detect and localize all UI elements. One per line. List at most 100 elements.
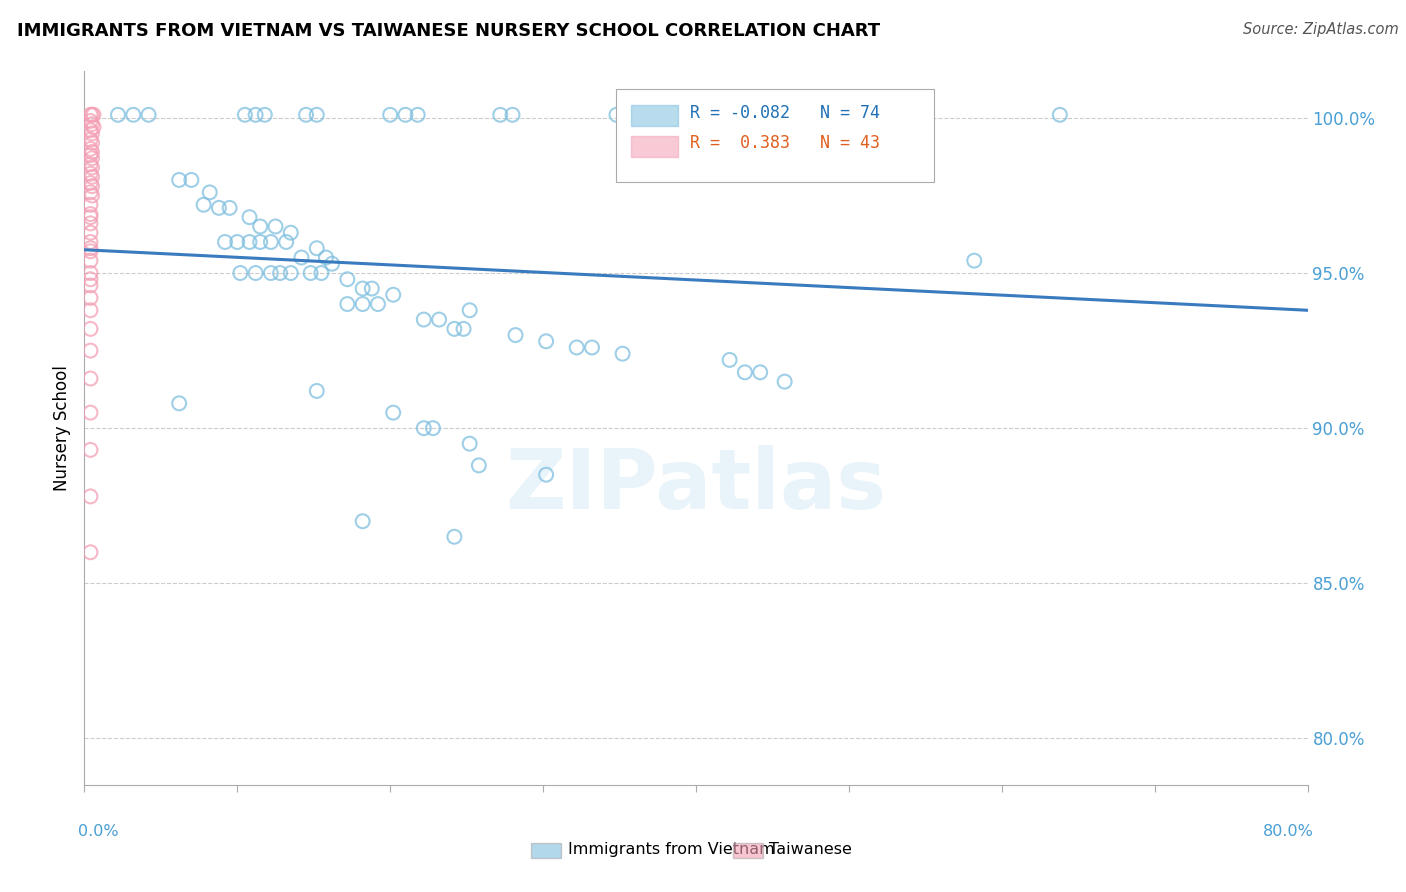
Point [79,114,101,128]
Point [443,530,465,544]
Point [489,108,512,122]
Point [468,458,491,473]
Point [226,235,249,249]
Point [233,108,256,122]
Point [249,235,271,249]
Point [107,108,129,122]
Point [749,365,772,379]
Text: IMMIGRANTS FROM VIETNAM VS TAIWANESE NURSERY SCHOOL CORRELATION CHART: IMMIGRANTS FROM VIETNAM VS TAIWANESE NUR… [17,22,880,40]
Point [394,108,416,122]
Point [360,281,382,295]
Point [79,490,101,504]
Point [734,365,756,379]
Point [336,297,359,311]
Point [280,266,302,280]
Point [382,406,405,420]
Point [290,251,312,265]
Point [280,226,302,240]
Point [620,108,643,122]
Text: R = -0.082   N = 74: R = -0.082 N = 74 [690,103,880,121]
Point [79,371,101,385]
Point [79,226,101,240]
FancyBboxPatch shape [733,843,763,858]
Point [238,235,260,249]
FancyBboxPatch shape [616,89,935,182]
FancyBboxPatch shape [531,843,561,858]
Point [79,266,101,280]
Point [79,207,101,221]
Point [963,253,986,268]
Point [79,303,101,318]
FancyBboxPatch shape [631,105,678,127]
Point [80,179,103,194]
Point [253,108,276,122]
Point [229,266,252,280]
Point [406,108,429,122]
Point [79,123,101,137]
Point [534,334,557,349]
Point [773,375,796,389]
Point [315,251,337,265]
Point [79,406,101,420]
Point [299,266,322,280]
Text: Taiwanese: Taiwanese [769,842,852,856]
Point [83,108,105,122]
Point [276,235,298,249]
Point [80,145,103,159]
FancyBboxPatch shape [631,136,678,157]
Point [80,169,103,184]
Point [83,120,105,135]
Point [79,235,101,249]
Point [79,108,101,122]
Text: R =  0.383   N = 43: R = 0.383 N = 43 [690,135,880,153]
Point [79,148,101,162]
Point [380,108,402,122]
Point [269,266,291,280]
Point [581,341,603,355]
Point [79,241,101,255]
Point [412,421,434,435]
Point [208,201,231,215]
Text: Source: ZipAtlas.com: Source: ZipAtlas.com [1243,22,1399,37]
Text: 0.0%: 0.0% [79,824,120,839]
Point [458,303,481,318]
Point [505,328,527,343]
Point [305,384,328,398]
Point [260,266,283,280]
Point [79,216,101,230]
Point [245,108,267,122]
Point [214,235,236,249]
Point [412,312,434,326]
Point [167,173,190,187]
Point [80,117,103,131]
Point [79,210,101,224]
Point [79,198,101,212]
Point [180,173,202,187]
Point [565,341,588,355]
Point [245,266,267,280]
Point [311,266,333,280]
Text: ZIPatlas: ZIPatlas [506,445,886,525]
Point [238,210,260,224]
Point [612,347,634,361]
Text: 80.0%: 80.0% [1263,824,1313,839]
Point [458,436,481,450]
Point [534,467,557,482]
Point [79,186,101,200]
Point [352,281,374,295]
Point [249,219,271,234]
Point [122,108,145,122]
Point [80,188,103,202]
Point [305,108,328,122]
Point [80,136,103,150]
Point [80,151,103,165]
Point [79,142,101,156]
Point [502,108,524,122]
Point [382,287,405,301]
Point [79,291,101,305]
Point [260,235,283,249]
Text: Immigrants from Vietnam: Immigrants from Vietnam [568,842,775,856]
Point [80,161,103,175]
Point [264,219,287,234]
Point [79,176,101,190]
